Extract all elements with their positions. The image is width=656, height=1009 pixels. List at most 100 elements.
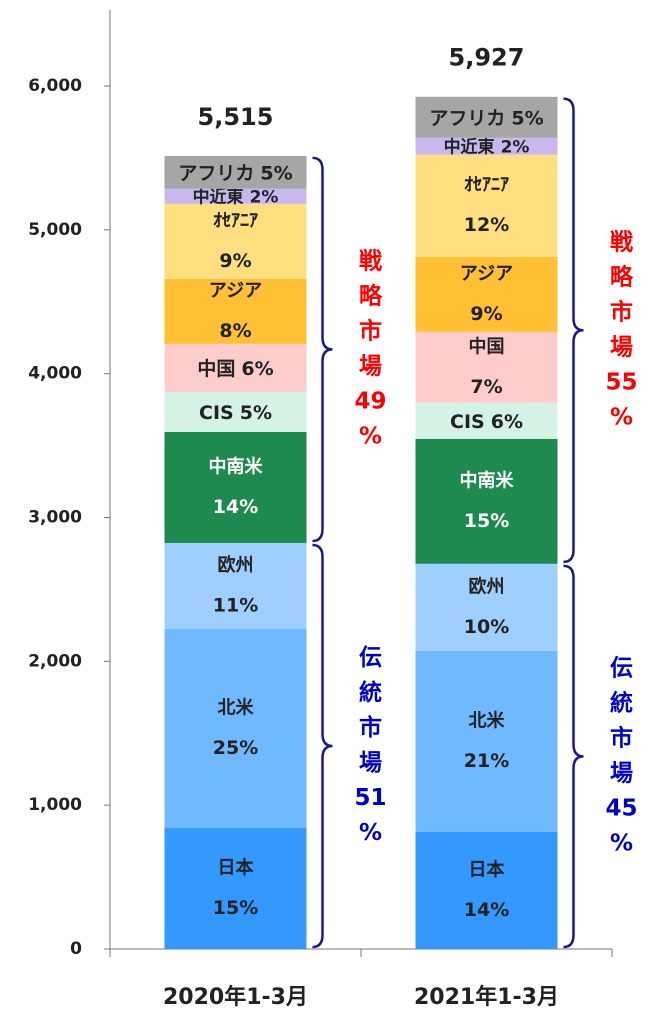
bar-segment bbox=[164, 391, 307, 432]
annotation-text: % bbox=[359, 820, 382, 846]
annotation-text: % bbox=[610, 404, 633, 430]
segment-text: CIS 5% bbox=[199, 401, 272, 423]
total-label: 5,927 bbox=[449, 43, 525, 71]
segment-name: 欧州 bbox=[469, 575, 505, 597]
bar-segment bbox=[164, 188, 307, 204]
brace bbox=[312, 543, 333, 949]
annotation-text: 場 bbox=[610, 760, 633, 786]
annotation-text: 略 bbox=[359, 282, 383, 309]
segment-label: 14% bbox=[213, 496, 258, 518]
segment-name: 中南米 bbox=[209, 455, 264, 477]
bar-segment bbox=[164, 278, 307, 344]
annotation-text: 市 bbox=[610, 298, 633, 325]
segment-label: 9% bbox=[219, 250, 251, 272]
bar-segment bbox=[415, 256, 558, 332]
segment-name: 中南米 bbox=[460, 469, 515, 491]
bar-segment bbox=[164, 203, 307, 279]
segment-label: 2% bbox=[501, 137, 530, 157]
annotation-text: 場 bbox=[359, 353, 382, 379]
annotation-text: 49 bbox=[354, 388, 386, 414]
y-tick-label: 5,000 bbox=[28, 220, 82, 240]
bar-segment bbox=[415, 831, 558, 949]
annotation-text: % bbox=[359, 423, 382, 449]
annotation-text: 55 bbox=[605, 369, 637, 395]
segment-label: 11% bbox=[213, 594, 258, 616]
segment-name: CIS bbox=[199, 401, 234, 423]
segment-name: 中国 bbox=[469, 335, 505, 357]
segment-label: 7% bbox=[470, 376, 502, 398]
annotation-text: 場 bbox=[610, 334, 633, 360]
y-tick-label: 6,000 bbox=[28, 76, 82, 96]
brace bbox=[563, 564, 584, 949]
segment-label: 12% bbox=[464, 214, 509, 236]
segment-text: アフリカ 5% bbox=[178, 162, 292, 184]
segment-text: 中近東 2% bbox=[193, 186, 279, 207]
y-tick-label: 0 bbox=[70, 939, 82, 959]
annotation-text: 伝 bbox=[610, 655, 633, 681]
segment-label: 25% bbox=[213, 737, 258, 759]
segment-name: CIS bbox=[450, 410, 485, 432]
segment-label: 15% bbox=[213, 897, 258, 919]
segment-label: 9% bbox=[470, 303, 502, 325]
annotation-text: 統 bbox=[359, 679, 382, 706]
segment-name: ｵｾｱﾆｱ bbox=[464, 175, 509, 196]
y-tick-label: 2,000 bbox=[28, 651, 82, 671]
bar-segment bbox=[415, 154, 558, 257]
bar-segment bbox=[415, 331, 558, 403]
segment-name: 日本 bbox=[469, 858, 505, 880]
bar-segment bbox=[415, 650, 558, 832]
annotation-text: 市 bbox=[359, 714, 382, 741]
annotation-text: 統 bbox=[610, 689, 633, 716]
bar-segment bbox=[164, 828, 307, 949]
segment-name: 欧州 bbox=[218, 554, 254, 576]
x-tick-label: 2020年1-3月 bbox=[163, 984, 308, 1009]
bar-segment bbox=[415, 137, 558, 155]
brace bbox=[312, 156, 333, 543]
segment-name: 北米 bbox=[218, 697, 255, 719]
bar-segment bbox=[164, 628, 307, 829]
segment-label: 6% bbox=[491, 410, 523, 432]
annotation-text: 45 bbox=[605, 795, 637, 821]
segment-name: アフリカ bbox=[178, 162, 254, 184]
segment-label: 2% bbox=[250, 187, 279, 207]
bar-segment bbox=[415, 96, 558, 138]
annotation-text: 市 bbox=[359, 317, 382, 344]
segment-text: 中近東 2% bbox=[444, 136, 530, 157]
annotation-text: 戦 bbox=[610, 229, 633, 255]
bar-segment bbox=[164, 343, 307, 392]
segment-name: 中国 bbox=[197, 356, 235, 379]
segment-name: 中近東 bbox=[444, 136, 495, 157]
annotation-text: 伝 bbox=[359, 645, 382, 671]
bar-segment bbox=[415, 402, 558, 439]
segment-label: 8% bbox=[219, 320, 251, 342]
segment-name: 北米 bbox=[469, 709, 506, 731]
segment-label: 5% bbox=[511, 107, 543, 129]
segment-label: 14% bbox=[464, 899, 509, 921]
y-tick-label: 3,000 bbox=[28, 508, 82, 528]
segment-name: アジア bbox=[209, 280, 262, 301]
segment-label: 6% bbox=[241, 357, 273, 379]
bar-segment bbox=[164, 431, 307, 543]
annotation-text: 51 bbox=[354, 785, 386, 811]
y-tick-label: 1,000 bbox=[28, 795, 82, 815]
bar-segment bbox=[164, 542, 307, 629]
segment-label: 5% bbox=[240, 401, 272, 423]
x-tick-label: 2021年1-3月 bbox=[414, 984, 559, 1009]
segment-text: アフリカ 5% bbox=[429, 107, 543, 129]
bar-segment bbox=[164, 155, 307, 189]
bar-segment bbox=[415, 563, 558, 651]
segment-name: ｵｾｱﾆｱ bbox=[213, 210, 258, 231]
segment-text: 中国 6% bbox=[197, 356, 273, 379]
y-tick-label: 4,000 bbox=[28, 364, 82, 384]
segment-name: アフリカ bbox=[429, 107, 505, 129]
segment-text: CIS 6% bbox=[450, 410, 523, 432]
total-label: 5,515 bbox=[198, 103, 274, 131]
segment-label: 5% bbox=[260, 162, 292, 184]
segment-name: アジア bbox=[460, 263, 513, 284]
annotation-text: 市 bbox=[610, 724, 633, 751]
segment-label: 21% bbox=[464, 750, 509, 772]
annotation-text: % bbox=[610, 830, 633, 856]
segment-name: 日本 bbox=[218, 857, 254, 879]
segment-label: 15% bbox=[464, 510, 509, 532]
